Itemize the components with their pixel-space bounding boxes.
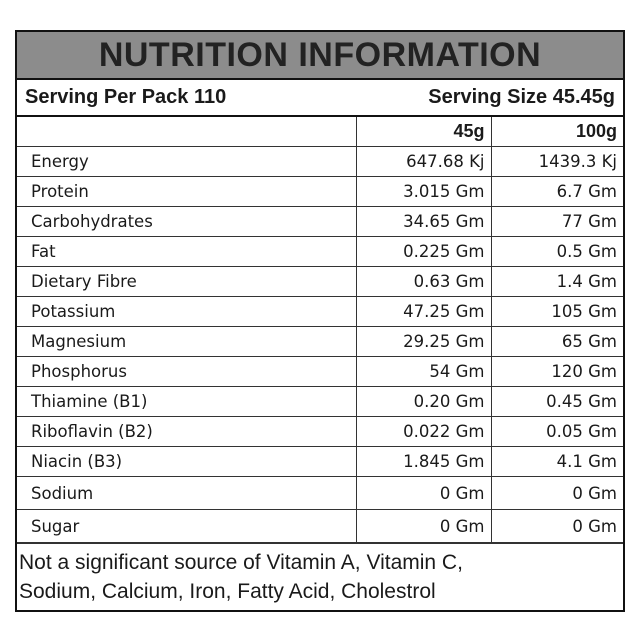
nutrient-value: 0.20 Gm — [355, 386, 492, 417]
nutrient-value: 0 Gm — [490, 509, 623, 543]
nutrient-value: 0 Gm — [355, 509, 492, 543]
nutrient-value: 0.225 Gm — [355, 236, 492, 267]
nutrient-value: 65 Gm — [490, 326, 623, 357]
nutrient-name: Potassium — [17, 296, 357, 327]
nutrient-value: 0.63 Gm — [355, 266, 492, 297]
nutrient-name: Thiamine (B1) — [17, 386, 357, 417]
nutrient-value: 4.1 Gm — [490, 446, 623, 477]
table-row: Sugar 0 Gm 0 Gm — [17, 509, 623, 543]
nutrient-value: 29.25 Gm — [355, 326, 492, 357]
header-cell — [17, 117, 357, 147]
nutrient-value: 1.845 Gm — [355, 446, 492, 477]
nutrition-table: 45g 100g Energy 647.68 Kj 1439.3 Kj Protein 3.… — [17, 117, 623, 543]
table-row: Thiamine (B1) 0.20 Gm 0.45 Gm — [17, 386, 623, 417]
table-row: Magnesium 29.25 Gm 65 Gm — [17, 326, 623, 357]
nutrient-value: 0.05 Gm — [490, 416, 623, 447]
footnote-line: Not a significant source of Vitamin A, V… — [19, 551, 463, 574]
table-row: Dietary Fibre 0.63 Gm 1.4 Gm — [17, 266, 623, 297]
nutrient-value: 1.4 Gm — [490, 266, 623, 297]
table-row: Fat 0.225 Gm 0.5 Gm — [17, 236, 623, 267]
nutrient-value: 0.45 Gm — [490, 386, 623, 417]
header-row: 45g 100g — [17, 117, 623, 147]
nutrient-name: Riboflavin (B2) — [17, 416, 357, 447]
nutrient-value: 34.65 Gm — [355, 206, 492, 237]
nutrient-value: 647.68 Kj — [355, 146, 492, 177]
column-header: 45g — [355, 117, 492, 147]
nutrient-value: 105 Gm — [490, 296, 623, 327]
table-row: Protein 3.015 Gm 6.7 Gm — [17, 176, 623, 207]
nutrient-name: Carbohydrates — [17, 206, 357, 237]
footnote: Not a significant source of Vitamin A, V… — [17, 543, 623, 606]
table-row: Energy 647.68 Kj 1439.3 Kj — [17, 146, 623, 177]
serving-size: Serving Size 45.45g — [428, 86, 615, 108]
nutrient-name: Magnesium — [17, 326, 357, 357]
nutrient-name: Sodium — [17, 476, 357, 510]
footnote-line: Sodium, Calcium, Iron, Fatty Acid, Chole… — [19, 580, 436, 603]
nutrient-name: Phosphorus — [17, 356, 357, 387]
serving-row: Serving Per Pack 110 Serving Size 45.45g — [17, 80, 623, 117]
nutrient-value: 3.015 Gm — [355, 176, 492, 207]
nutrient-value: 77 Gm — [490, 206, 623, 237]
serving-per-pack: Serving Per Pack 110 — [25, 86, 227, 108]
nutrient-value: 0 Gm — [355, 476, 492, 510]
nutrient-name: Fat — [17, 236, 357, 267]
nutrient-value: 0 Gm — [490, 476, 623, 510]
nutrient-name: Sugar — [17, 509, 357, 543]
nutrient-name: Protein — [17, 176, 357, 207]
nutrient-value: 47.25 Gm — [355, 296, 492, 327]
title: NUTRITION INFORMATION — [17, 32, 623, 80]
table-row: Carbohydrates 34.65 Gm 77 Gm — [17, 206, 623, 237]
nutrient-value: 1439.3 Kj — [490, 146, 623, 177]
nutrient-value: 0.022 Gm — [355, 416, 492, 447]
nutrient-value: 6.7 Gm — [490, 176, 623, 207]
nutrient-value: 0.5 Gm — [490, 236, 623, 267]
nutrient-name: Energy — [17, 146, 357, 177]
nutrient-name: Niacin (B3) — [17, 446, 357, 477]
table-row: Sodium 0 Gm 0 Gm — [17, 476, 623, 510]
table-row: Phosphorus 54 Gm 120 Gm — [17, 356, 623, 387]
nutrient-value: 54 Gm — [355, 356, 492, 387]
table-row: Potassium 47.25 Gm 105 Gm — [17, 296, 623, 327]
nutrition-panel: NUTRITION INFORMATION Serving Per Pack 1… — [15, 30, 625, 612]
column-header: 100g — [490, 117, 623, 147]
table-row: Niacin (B3) 1.845 Gm 4.1 Gm — [17, 446, 623, 477]
nutrient-name: Dietary Fibre — [17, 266, 357, 297]
table-row: Riboflavin (B2) 0.022 Gm 0.05 Gm — [17, 416, 623, 447]
nutrient-value: 120 Gm — [490, 356, 623, 387]
